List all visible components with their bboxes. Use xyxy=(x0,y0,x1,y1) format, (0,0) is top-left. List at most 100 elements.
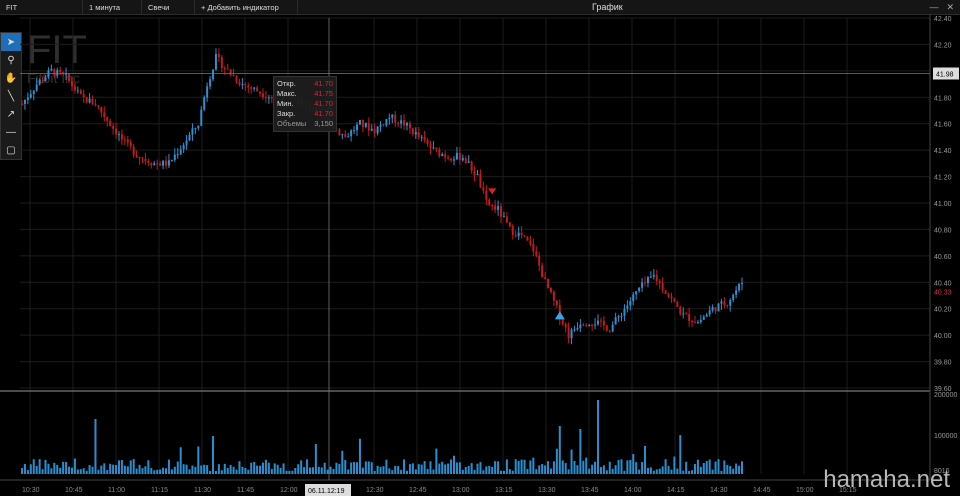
volume-bar xyxy=(373,470,376,474)
price-tick-label: 41.60 xyxy=(934,122,952,129)
hline-icon[interactable]: — xyxy=(6,126,16,138)
volume-bar xyxy=(261,462,264,474)
line-icon[interactable]: ╲ xyxy=(7,90,15,102)
interval-selector[interactable]: 1 минута xyxy=(83,0,142,14)
volume-bar xyxy=(626,460,629,474)
chart-style-selector[interactable]: Свечи xyxy=(142,0,195,14)
price-tick-label: 40.40 xyxy=(934,280,952,287)
time-tick-label: 11:15 xyxy=(151,487,168,494)
candle-body xyxy=(579,324,582,329)
time-tick-label: 11:30 xyxy=(194,487,211,494)
rect-icon[interactable]: ▢ xyxy=(6,144,16,156)
candle-body xyxy=(435,147,438,150)
volume-bar xyxy=(541,464,544,474)
candle-body xyxy=(206,86,209,98)
volume-bar xyxy=(494,461,497,474)
volume-bar xyxy=(732,468,735,474)
volume-bar xyxy=(482,470,485,474)
volume-bar xyxy=(115,465,118,474)
hand-icon[interactable]: ✋ xyxy=(4,72,18,84)
candle-body xyxy=(485,190,488,200)
high-label: Макс. xyxy=(277,89,297,98)
volume-bar xyxy=(103,463,106,474)
candle-body xyxy=(117,134,120,136)
zoom-icon[interactable]: ⚲ xyxy=(7,54,15,66)
symbol-selector[interactable]: FIT xyxy=(0,0,83,14)
volume-bar xyxy=(29,464,32,474)
volume-bar xyxy=(100,465,103,474)
candle-body xyxy=(582,324,585,326)
volume-bar xyxy=(117,460,120,474)
candle-body xyxy=(444,154,447,158)
candle-body xyxy=(106,117,109,121)
candle-body xyxy=(382,124,385,126)
candle-body xyxy=(547,279,550,289)
volume-bar xyxy=(273,463,276,474)
candle-body xyxy=(141,158,144,160)
candle-body xyxy=(247,85,250,88)
candle-body xyxy=(538,255,541,266)
candle-body xyxy=(403,120,406,126)
price-tick-label: 41.00 xyxy=(934,201,952,208)
time-tick-label: 13:15 xyxy=(495,487,513,494)
candle-body xyxy=(367,123,370,131)
volume-bar xyxy=(44,459,47,474)
volume-bar xyxy=(88,465,91,474)
volume-bar xyxy=(279,468,282,474)
candle-body xyxy=(176,154,179,156)
volume-bar xyxy=(476,463,479,474)
candle-body xyxy=(344,134,347,137)
volume-bar xyxy=(356,462,359,474)
candle-body xyxy=(641,282,644,288)
volume-bar xyxy=(264,459,267,474)
candle-body xyxy=(426,140,429,144)
volume-bar xyxy=(688,470,691,474)
candle-body xyxy=(649,276,652,278)
volume-bar xyxy=(591,464,594,474)
candle-body xyxy=(203,97,206,110)
minimize-icon[interactable]: — xyxy=(929,2,939,12)
candle-body xyxy=(441,154,444,156)
volume-bar xyxy=(685,461,688,474)
volume-bar xyxy=(414,469,417,474)
volume-bar xyxy=(179,447,182,474)
volume-bar xyxy=(705,460,708,474)
time-tick-label: 14:45 xyxy=(753,487,771,494)
candle-body xyxy=(120,134,123,140)
volume-bar xyxy=(26,470,29,474)
volume-bar xyxy=(461,469,464,474)
candle-body xyxy=(353,130,356,132)
close-icon[interactable]: ✕ xyxy=(946,1,954,12)
volume-bar xyxy=(447,463,450,474)
candle-body xyxy=(458,152,461,161)
candle-body xyxy=(676,301,679,307)
volume-bar xyxy=(646,467,649,474)
volume-bar xyxy=(464,467,467,474)
volume-bar xyxy=(388,468,391,474)
volume-bar xyxy=(223,463,226,474)
volume-bar xyxy=(300,460,303,474)
candle-body xyxy=(214,53,217,70)
volume-bar xyxy=(220,470,223,474)
volume-bar xyxy=(338,463,341,474)
candle-body xyxy=(26,97,29,100)
volume-value: 3,150 xyxy=(314,119,333,128)
arrow-icon[interactable]: ↗ xyxy=(6,108,16,120)
volume-bar xyxy=(191,465,194,474)
pointer-icon[interactable]: ➤ xyxy=(1,33,21,51)
volume-bar xyxy=(323,462,326,474)
candle-body xyxy=(200,109,203,126)
candle-body xyxy=(467,161,470,163)
volume-bar xyxy=(165,468,167,474)
candle-body xyxy=(658,281,661,284)
candle-body xyxy=(115,128,118,135)
volume-bar xyxy=(673,456,676,474)
volume-bar xyxy=(699,466,702,474)
time-tick-label: 14:30 xyxy=(710,487,728,494)
volume-bar xyxy=(635,462,638,474)
volume-bar xyxy=(197,446,200,474)
add-indicator-button[interactable]: + Добавить индикатор xyxy=(195,0,298,14)
candle-body xyxy=(664,290,667,294)
time-tick-label: 12:00 xyxy=(280,487,298,494)
